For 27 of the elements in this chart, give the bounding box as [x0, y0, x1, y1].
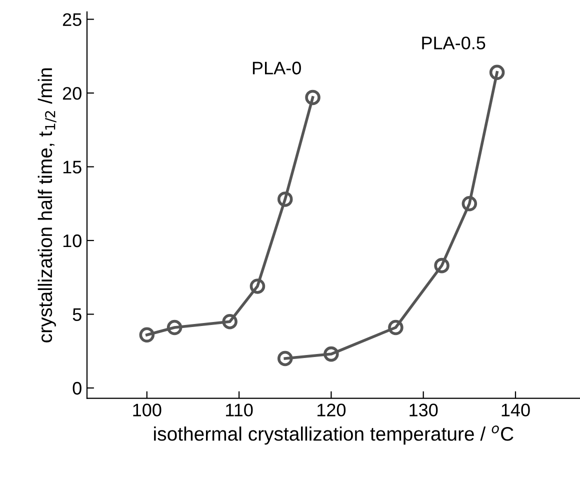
y-tick-label: 5 [72, 308, 82, 321]
y-tick-label: 0 [72, 382, 82, 395]
point [489, 64, 505, 80]
y-tick-label: 10 [63, 234, 82, 248]
point [324, 346, 339, 362]
point [166, 320, 182, 336]
series-label: PLA-0.5 [422, 36, 486, 50]
point [277, 350, 293, 366]
x-tick-label: 140 [502, 404, 530, 416]
x-tick-label: 130 [410, 404, 438, 416]
point [277, 192, 293, 207]
point [434, 258, 450, 274]
point [250, 278, 266, 294]
point [139, 327, 155, 343]
y-axis-title: crystallization half time, t$_{1/2}$ /min [38, 68, 56, 342]
x-axis-title: isothermal crystallization temperature / $^{o}$C [154, 426, 514, 445]
y-tick-label: 25 [62, 13, 82, 26]
point [305, 90, 320, 106]
x-tick-label: 100 [133, 404, 162, 416]
x-tick-label: 110 [226, 404, 253, 416]
point [388, 320, 404, 336]
point [462, 196, 478, 212]
series-label: PLA-0 [252, 62, 301, 74]
point [222, 314, 238, 330]
y-tick-label: 20 [62, 86, 82, 100]
x-tick-label: 120 [318, 404, 346, 416]
y-tick-label: 15 [63, 160, 82, 174]
